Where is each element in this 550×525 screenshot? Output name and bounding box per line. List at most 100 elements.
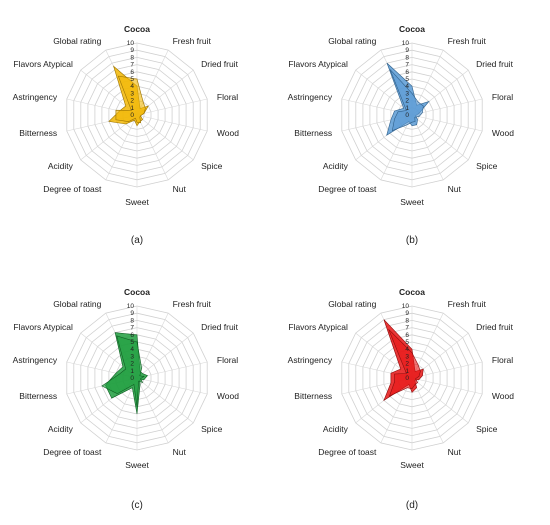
tick-label: 4: [130, 83, 134, 90]
tick-label: 7: [130, 325, 134, 332]
tick-label: 8: [405, 54, 409, 61]
tick-label: 9: [405, 310, 409, 317]
category-label: Cocoa: [399, 287, 425, 297]
grid-spoke: [380, 114, 413, 181]
grid-spoke: [136, 377, 194, 424]
grid-spoke: [411, 361, 483, 379]
tick-label: 0: [405, 112, 409, 119]
tick-label: 6: [405, 69, 409, 76]
grid-spoke: [105, 377, 138, 444]
tick-label: 5: [405, 339, 409, 346]
tick-label: 5: [405, 76, 409, 83]
grid-spoke: [136, 98, 208, 116]
tick-label: 10: [127, 303, 135, 310]
tick-label: 8: [405, 317, 409, 324]
category-label: Dried fruit: [476, 322, 513, 332]
category-label: Floral: [492, 355, 513, 365]
grid-spoke: [355, 69, 413, 116]
category-label: Degree of toast: [318, 184, 377, 194]
category-label: Astringency: [288, 92, 333, 102]
tick-label: 1: [405, 105, 409, 112]
tick-label: 1: [130, 105, 134, 112]
grid-spoke: [136, 361, 208, 379]
tick-label: 0: [130, 375, 134, 382]
category-label: Spice: [476, 424, 498, 434]
category-label: Flavors Atypical: [288, 322, 348, 332]
category-label: Astringency: [13, 355, 58, 365]
tick-label: 2: [130, 98, 134, 105]
grid-spoke: [136, 312, 169, 379]
category-label: Bitterness: [19, 391, 57, 401]
tick-label: 7: [405, 325, 409, 332]
category-label: Acidity: [323, 424, 349, 434]
category-label: Degree of toast: [43, 447, 102, 457]
tick-label: 3: [130, 90, 134, 97]
tick-label: 9: [405, 47, 409, 54]
tick-label: 3: [130, 353, 134, 360]
category-label: Sweet: [400, 197, 424, 207]
category-label: Wood: [492, 391, 514, 401]
category-label: Flavors Atypical: [13, 322, 73, 332]
tick-label: 5: [130, 76, 134, 83]
tick-label: 9: [130, 310, 134, 317]
tick-label: 10: [402, 303, 410, 310]
grid-spoke: [411, 114, 444, 181]
category-label: Global rating: [53, 299, 101, 309]
category-label: Fresh fruit: [173, 36, 212, 46]
category-label: Dried fruit: [201, 322, 238, 332]
category-label: Astringency: [288, 355, 333, 365]
series-area-2: [101, 335, 145, 407]
tick-label: 9: [130, 47, 134, 54]
category-label: Bitterness: [19, 128, 57, 138]
category-label: Flavors Atypical: [13, 59, 73, 69]
tick-label: 6: [405, 332, 409, 339]
category-label: Fresh fruit: [448, 36, 487, 46]
grid-spoke: [380, 377, 413, 444]
grid-spoke: [411, 377, 469, 424]
grid-spoke: [136, 377, 208, 395]
grid-spoke: [411, 114, 469, 161]
category-label: Sweet: [400, 460, 424, 470]
category-label: Wood: [492, 128, 514, 138]
series-area-2: [389, 69, 424, 132]
category-label: Spice: [201, 424, 223, 434]
category-label: Degree of toast: [318, 447, 377, 457]
category-label: Wood: [217, 391, 239, 401]
grid-spoke: [105, 114, 138, 181]
tick-label: 2: [130, 361, 134, 368]
category-label: Nut: [173, 184, 187, 194]
category-label: Astringency: [13, 92, 58, 102]
category-label: Bitterness: [294, 128, 332, 138]
category-label: Acidity: [323, 161, 349, 171]
tick-label: 6: [130, 332, 134, 339]
series-area-2: [388, 329, 421, 397]
tick-label: 6: [130, 69, 134, 76]
tick-label: 7: [405, 62, 409, 69]
tick-label: 3: [405, 353, 409, 360]
tick-label: 5: [130, 339, 134, 346]
category-label: Nut: [448, 184, 462, 194]
tick-label: 1: [130, 368, 134, 375]
category-label: Floral: [492, 92, 513, 102]
category-label: Floral: [217, 355, 238, 365]
tick-label: 2: [405, 98, 409, 105]
grid-spoke: [136, 377, 169, 444]
grid-spoke: [411, 98, 483, 116]
category-label: Dried fruit: [476, 59, 513, 69]
panel-label: (a): [131, 235, 143, 246]
tick-label: 2: [405, 361, 409, 368]
tick-label: 4: [405, 346, 409, 353]
category-label: Spice: [476, 161, 498, 171]
category-label: Flavors Atypical: [288, 59, 348, 69]
grid-spoke: [411, 377, 444, 444]
tick-label: 8: [130, 54, 134, 61]
category-label: Cocoa: [124, 24, 150, 34]
grid-spoke: [136, 114, 208, 132]
grid-spoke: [411, 114, 483, 132]
panel-label: (c): [131, 500, 143, 511]
